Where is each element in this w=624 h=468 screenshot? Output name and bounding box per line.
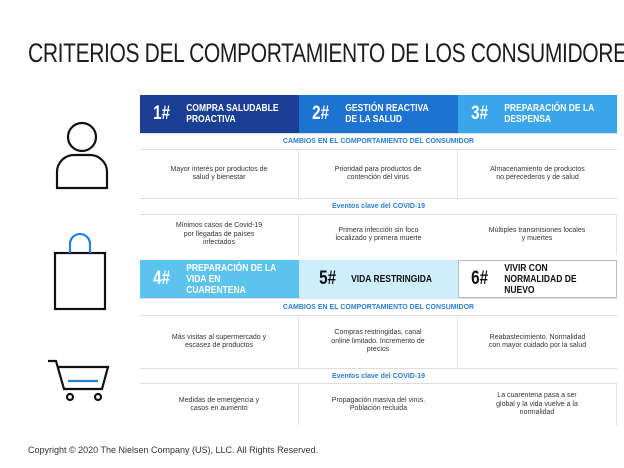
stage-label: GESTIÓN REACTIVA DE LA SALUD [345,103,429,125]
event-cell: Propagación masiva del virus. Población … [331,396,426,413]
event-cell: La cuarentena pasa a ser global y la vid… [458,384,617,426]
stage-number: 4# [153,268,170,289]
person-head [66,121,98,153]
stage-label: PREPARACIÓN DE LA VIDA EN CUARENTENA [186,262,277,296]
section-title: Eventos clave del COVID-19 [140,368,617,384]
stage-header: 5# VIDA RESTRINGIDA [299,260,458,298]
cart-wheel [65,392,75,402]
person-body [55,153,109,190]
title: CRITERIOS DEL COMPORTAMIENTO DE LOS CONS… [28,38,624,68]
section-title: CAMBIOS EN EL COMPORTAMIENTO DEL CONSUMI… [140,298,617,316]
stage-header: 4# PREPARACIÓN DE LA VIDA EN CUARENTENA [140,260,299,298]
stage-label: COMPRA SALUDABLE PROACTIVA [186,103,279,125]
icons [48,121,110,402]
stage-label: VIVIR CON NORMALIDAD DE NUEVO [504,262,577,296]
section-title: CAMBIOS EN EL COMPORTAMIENTO DEL CONSUMI… [140,133,617,150]
stage-header: 1# COMPRA SALUDABLE PROACTIVA [140,95,299,133]
change-cell: Prioridad para productos de contención d… [299,150,458,198]
event-cell: Medidas de emergencia y casos en aumento [140,384,299,426]
stage-header: 6# VIVIR CON NORMALIDAD DE NUEVO [458,260,617,298]
change-cell: Almacenamiento de productos no pereceder… [490,165,585,182]
cart-wheel [93,392,103,402]
section-title: Eventos clave del COVID-19 [140,198,617,215]
stage-number: 1# [153,103,170,124]
change-cell: Mayor interés por productos de salud y b… [140,150,299,198]
stage-number: 5# [319,268,337,289]
stage-header: 3# PREPARACIÓN DE LA DESPENSA [458,95,617,133]
footer: Copyright © 2020 The Nielsen Company (US… [28,445,319,455]
event-cell: Mínimos casos de Covid-19 por llegadas d… [140,215,299,255]
change-cell: Reabastecimiento. Normalidad con mayor c… [488,333,587,350]
cart [48,359,110,391]
bag-handle [68,232,92,253]
stage-label: VIDA RESTRINGIDA [351,273,433,285]
table-block: 4# PREPARACIÓN DE LA VIDA EN CUARENTENA 5#… [140,260,617,426]
stage-number: 6# [471,268,488,289]
change-cell: Compras restringidas, canal online limit… [299,316,458,368]
change-cell: Más visitas al supermercado y escasez de… [140,316,299,368]
stage-header: 2# GESTIÓN REACTIVA DE LA SALUD [299,95,458,133]
table-block: 1# COMPRA SALUDABLE PROACTIVA 2# GESTIÓN RE… [140,95,617,255]
stage-number: 2# [312,103,329,124]
stage-label: PREPARACIÓN DE LA DESPENSA [504,103,595,125]
event-cell: Primera infección sin foco localizado y … [335,226,422,243]
event-cell: Múltiples transmisiones locales y muerte… [458,215,617,255]
stage-number: 3# [471,103,488,124]
bag [53,251,107,311]
